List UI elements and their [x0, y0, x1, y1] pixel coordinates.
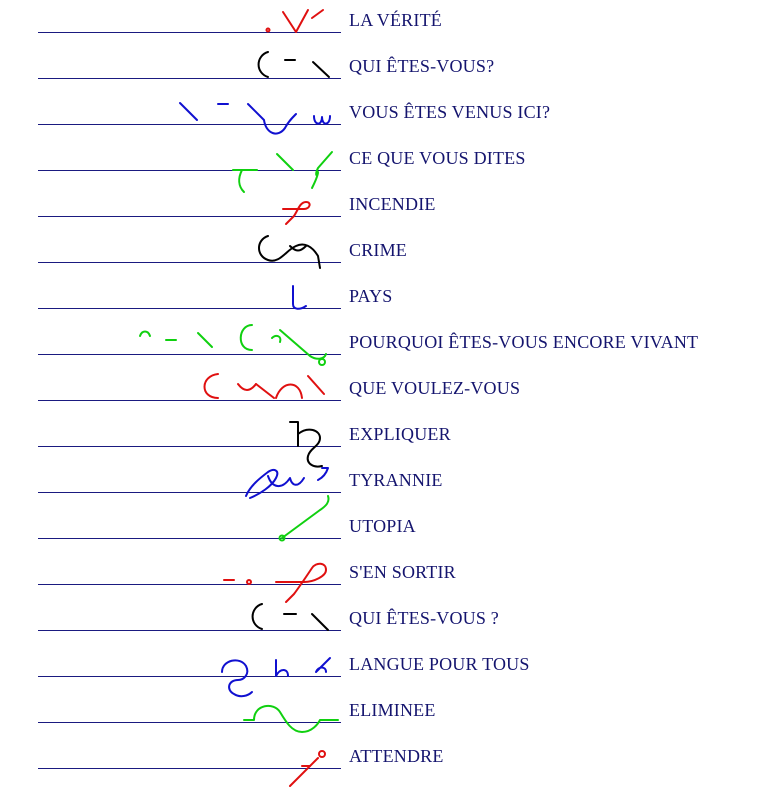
baseline-rule — [38, 630, 341, 631]
entry-la-verite: LA VÉRITÉ — [0, 0, 768, 46]
stroke-pays — [292, 285, 307, 310]
baseline-rule — [38, 400, 341, 401]
entry-label: QUE VOULEZ-VOUS — [349, 378, 521, 398]
stroke-qui-etes-vous — [257, 51, 330, 78]
entry-crime: CRIME — [0, 230, 768, 276]
entry-utopia: UTOPIA — [0, 506, 768, 552]
baseline-rule — [38, 446, 341, 447]
baseline-rule — [38, 78, 341, 79]
entry-qui-etes-vous-2: QUI ÊTES-VOUS ? — [0, 598, 768, 644]
entry-label: S'EN SORTIR — [349, 562, 456, 582]
stroke-crime — [258, 235, 321, 269]
entry-eliminee: ELIMINEE — [0, 690, 768, 736]
entry-attendre: ATTENDRE — [0, 736, 768, 782]
entry-label: ATTENDRE — [349, 746, 444, 766]
entry-label: CRIME — [349, 240, 408, 260]
entry-que-voulez-vous: QUE VOULEZ-VOUS — [0, 368, 768, 414]
baseline-rule — [38, 492, 341, 493]
entry-label: PAYS — [349, 286, 393, 306]
stroke-sen-sortir — [223, 562, 327, 603]
baseline-rule — [38, 538, 341, 539]
entry-label: INCENDIE — [349, 194, 436, 214]
entry-sen-sortir: S'EN SORTIR — [0, 552, 768, 598]
stroke-qui-etes-vous-2 — [251, 603, 329, 631]
entry-label: VOUS ÊTES VENUS ICI? — [349, 102, 551, 122]
baseline-rule — [38, 354, 341, 355]
stroke-la-verite — [265, 9, 324, 33]
baseline-rule — [38, 262, 341, 263]
stroke-utopia — [278, 495, 330, 542]
stroke-pourquoi-etes-vous-encore-vivant — [139, 324, 327, 366]
baseline-rule — [38, 722, 341, 723]
baseline-rule — [38, 584, 341, 585]
baseline-rule — [38, 768, 341, 769]
stroke-langue-pour-tous — [221, 657, 331, 698]
stroke-expliquer — [289, 421, 323, 468]
stroke-eliminee — [243, 704, 339, 733]
baseline-rule — [38, 216, 341, 217]
entry-langue-pour-tous: LANGUE POUR TOUS — [0, 644, 768, 690]
baseline-rule — [38, 308, 341, 309]
entry-label: TYRANNIE — [349, 470, 443, 490]
entry-label: QUI ÊTES-VOUS ? — [349, 608, 499, 628]
stroke-que-voulez-vous — [203, 373, 325, 399]
entry-expliquer: EXPLIQUER — [0, 414, 768, 460]
stroke-incendie — [282, 201, 311, 225]
entry-label: LANGUE POUR TOUS — [349, 654, 530, 674]
baseline-rule — [38, 676, 341, 677]
entry-label: POURQUOI ÊTES-VOUS ENCORE VIVANT — [349, 332, 699, 352]
stroke-tyrannie — [245, 467, 329, 499]
entry-qui-etes-vous: QUI ÊTES-VOUS? — [0, 46, 768, 92]
entry-label: CE QUE VOUS DITES — [349, 148, 526, 168]
baseline-rule — [38, 170, 341, 171]
stroke-vous-etes-venus-ici — [179, 102, 331, 135]
entry-incendie: INCENDIE — [0, 184, 768, 230]
entry-ce-que-vous-dites: CE QUE VOUS DITES — [0, 138, 768, 184]
entry-label: LA VÉRITÉ — [349, 10, 442, 30]
entry-label: UTOPIA — [349, 516, 416, 536]
stroke-attendre — [289, 750, 326, 787]
entry-label: QUI ÊTES-VOUS? — [349, 56, 495, 76]
entry-pays: PAYS — [0, 276, 768, 322]
entry-vous-etes-venus-ici: VOUS ÊTES VENUS ICI? — [0, 92, 768, 138]
baseline-rule — [38, 32, 341, 33]
stroke-ce-que-vous-dites — [232, 151, 333, 193]
entry-label: ELIMINEE — [349, 700, 436, 720]
entry-label: EXPLIQUER — [349, 424, 451, 444]
entry-tyrannie: TYRANNIE — [0, 460, 768, 506]
baseline-rule — [38, 124, 341, 125]
entry-pourquoi-etes-vous-encore-vivant: POURQUOI ÊTES-VOUS ENCORE VIVANT — [0, 322, 768, 368]
